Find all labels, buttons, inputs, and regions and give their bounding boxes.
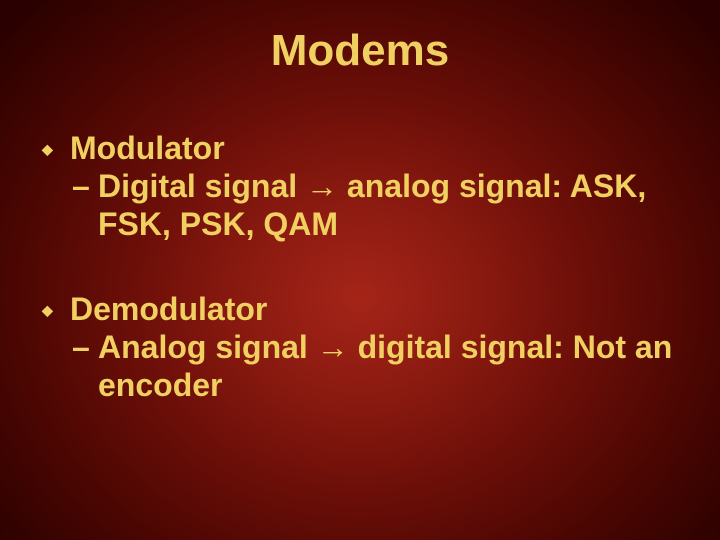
bullet-modulator-detail: Digital signal → analog signal: ASK, FSK… <box>42 168 690 244</box>
bullet-text: Analog signal → digital signal: Not an e… <box>98 329 672 403</box>
bullet-text: Modulator <box>70 130 225 166</box>
slide: Modems Modulator Digital signal → analog… <box>0 0 720 540</box>
bullet-modulator: Modulator <box>42 130 690 168</box>
bullet-text: Digital signal → analog signal: ASK, FSK… <box>98 168 646 242</box>
slide-content: Modulator Digital signal → analog signal… <box>42 130 690 405</box>
bullet-text: Demodulator <box>70 291 267 327</box>
bullet-demodulator-detail: Analog signal → digital signal: Not an e… <box>42 329 690 405</box>
slide-title: Modems <box>0 26 720 76</box>
bullet-demodulator: Demodulator <box>42 291 690 329</box>
bullet-gap <box>42 243 690 291</box>
